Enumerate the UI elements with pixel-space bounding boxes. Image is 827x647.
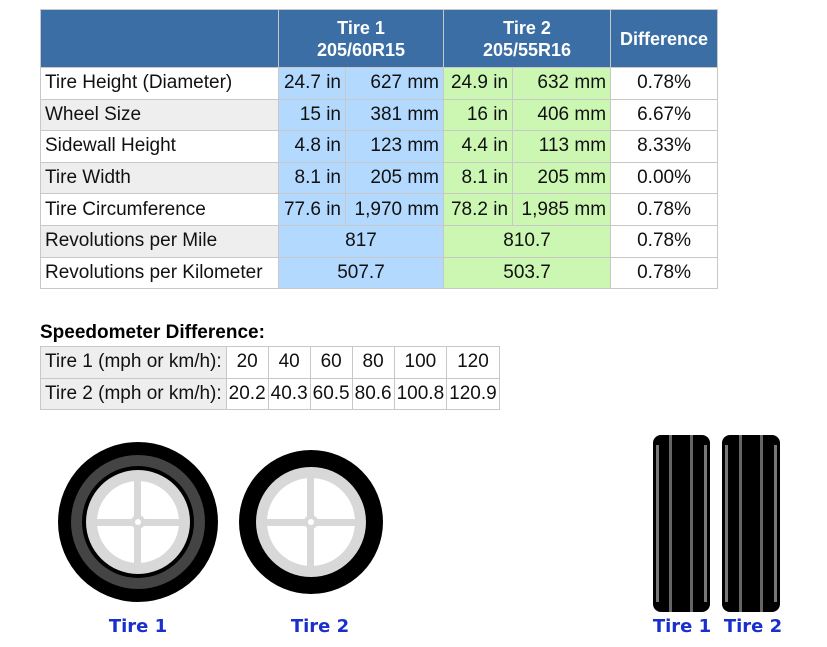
header-row: Tire 1 205/60R15 Tire 2 205/55R16 Differen… xyxy=(40,9,719,68)
front-tire xyxy=(239,450,383,594)
tire-caption: Tire 1 xyxy=(653,616,711,637)
row-label: Tire Height (Diameter) xyxy=(40,67,279,100)
table-row: Revolutions per Mile 817 810.7 0.78% xyxy=(40,224,719,258)
cell: 8.1 in xyxy=(278,161,346,195)
header-text: 205/60R15 xyxy=(316,39,406,60)
header-cell: Tire 1 205/60R15 xyxy=(277,9,445,68)
difference-cell: 0.78% xyxy=(610,256,719,290)
table-row: Wheel Size 15 in 381 mm 16 in 406 mm 6.67% xyxy=(40,98,719,132)
row-label: Wheel Size xyxy=(40,98,279,132)
difference-cell: 0.00% xyxy=(610,161,719,195)
table-row: Tire 2 (mph or km/h): 20.2 40.3 60.5 80.6 100… xyxy=(40,377,500,410)
row-label: Tire 2 (mph or km/h): xyxy=(40,377,227,410)
cell: 4.8 in xyxy=(278,130,346,163)
cell: 1,970 mm xyxy=(344,193,445,226)
cell: 120 xyxy=(446,346,500,379)
cell: 205 mm xyxy=(344,161,445,195)
row-label: Revolutions per Mile xyxy=(40,224,279,258)
cell: 24.9 in xyxy=(443,67,514,100)
cell: 406 mm xyxy=(512,98,612,132)
tire-diagrams: Tire 1 Tire 2 Tire 1 Tire 2 xyxy=(58,435,782,637)
row-label: Sidewall Height xyxy=(40,130,279,163)
front-tire xyxy=(58,442,218,602)
cell: 60 xyxy=(309,346,353,379)
section-title: Speedometer Difference: xyxy=(40,322,265,343)
header-text: 205/55R16 xyxy=(482,39,572,60)
table-row: Sidewall Height 4.8 in 123 mm 4.4 in 113 mm 8… xyxy=(40,130,719,163)
cell: 100 xyxy=(393,346,448,379)
difference-cell: 0.78% xyxy=(610,193,719,226)
cell: 810.7 xyxy=(443,224,612,258)
cell: 78.2 in xyxy=(443,193,514,226)
cell: 80.6 xyxy=(351,377,395,410)
cell: 507.7 xyxy=(277,256,445,290)
speedometer-table: Tire 1 (mph or km/h): 20 40 60 80 100 120 Tire … xyxy=(40,346,500,410)
cell: 1,985 mm xyxy=(512,193,612,226)
comparison-table: Tire 1 205/60R15 Tire 2 205/55R16 Differen… xyxy=(40,9,719,290)
table-row: Tire Height (Diameter) 24.7 in 627 mm 24.9 … xyxy=(40,67,719,100)
cell: 24.7 in xyxy=(278,67,346,100)
tire-caption: Tire 2 xyxy=(724,616,782,637)
cell: 205 mm xyxy=(512,161,612,195)
header-text: Tire 2 xyxy=(503,17,551,38)
cell: 40.3 xyxy=(267,377,311,410)
cell: 120.9 xyxy=(446,377,500,410)
cell: 40 xyxy=(267,346,311,379)
tire-caption: Tire 2 xyxy=(291,616,349,637)
cell: 20.2 xyxy=(225,377,269,410)
table-row: Tire Circumference 77.6 in 1,970 mm 78.2 in… xyxy=(40,193,719,226)
cell: 627 mm xyxy=(344,67,445,100)
cell: 381 mm xyxy=(344,98,445,132)
difference-cell: 6.67% xyxy=(610,98,719,132)
header-cell: Difference xyxy=(610,9,719,68)
cell: 113 mm xyxy=(512,130,612,163)
cell: 8.1 in xyxy=(443,161,514,195)
table-row: Tire Width 8.1 in 205 mm 8.1 in 205 mm 0.00% xyxy=(40,161,719,195)
cell: 60.5 xyxy=(309,377,353,410)
cell: 123 mm xyxy=(344,130,445,163)
side-tire xyxy=(653,435,710,612)
cell: 4.4 in xyxy=(443,130,514,163)
row-label: Tire Width xyxy=(40,161,279,195)
row-label: Tire 1 (mph or km/h): xyxy=(40,346,227,379)
cell: 20 xyxy=(225,346,269,379)
difference-cell: 8.33% xyxy=(610,130,719,163)
difference-cell: 0.78% xyxy=(610,67,719,100)
cell: 80 xyxy=(351,346,395,379)
header-text: Tire 1 xyxy=(337,17,385,38)
header-cell xyxy=(40,9,279,68)
row-label: Revolutions per Kilometer xyxy=(40,256,279,290)
table-row: Tire 1 (mph or km/h): 20 40 60 80 100 120 xyxy=(40,346,500,379)
table-body: Tire 1 (mph or km/h): 20 40 60 80 100 120 Tire … xyxy=(40,346,500,410)
tire-caption: Tire 1 xyxy=(109,616,167,637)
row-label: Tire Circumference xyxy=(40,193,279,226)
cell: 817 xyxy=(277,224,445,258)
cell: 503.7 xyxy=(443,256,612,290)
table-row: Revolutions per Kilometer 507.7 503.7 0.78% xyxy=(40,256,719,290)
cell: 16 in xyxy=(443,98,514,132)
cell: 100.8 xyxy=(393,377,448,410)
cell: 77.6 in xyxy=(278,193,346,226)
side-tire xyxy=(722,435,780,612)
difference-cell: 0.78% xyxy=(610,224,719,258)
cell: 632 mm xyxy=(512,67,612,100)
cell: 15 in xyxy=(278,98,346,132)
table-body: Tire Height (Diameter) 24.7 in 627 mm 24.9 … xyxy=(40,67,719,290)
header-cell: Tire 2 205/55R16 xyxy=(443,9,612,68)
